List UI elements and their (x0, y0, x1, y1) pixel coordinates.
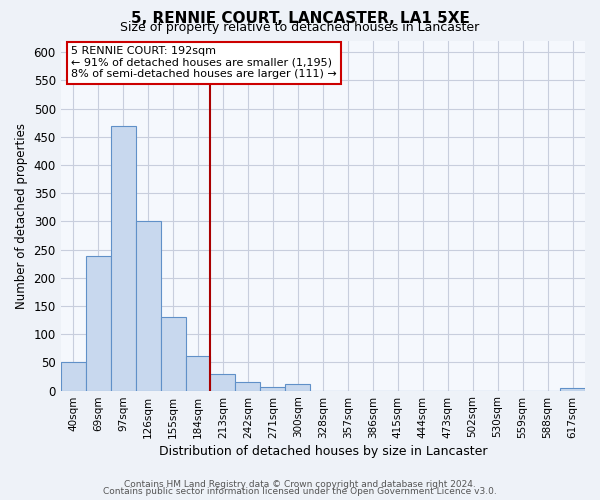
Bar (161, 318, 185, 390)
Bar (61, 362, 86, 390)
X-axis label: Distribution of detached houses by size in Lancaster: Distribution of detached houses by size … (158, 444, 487, 458)
Bar (86, 256, 110, 390)
Bar (211, 374, 235, 390)
Bar (260, 386, 286, 390)
Text: 5, RENNIE COURT, LANCASTER, LA1 5XE: 5, RENNIE COURT, LANCASTER, LA1 5XE (131, 11, 469, 26)
Y-axis label: Number of detached properties: Number of detached properties (15, 123, 28, 309)
Bar (286, 384, 310, 390)
Bar (185, 356, 211, 390)
Bar (136, 222, 161, 390)
Text: Contains HM Land Registry data © Crown copyright and database right 2024.: Contains HM Land Registry data © Crown c… (124, 480, 476, 489)
Bar (110, 126, 136, 390)
Text: Size of property relative to detached houses in Lancaster: Size of property relative to detached ho… (121, 22, 479, 35)
Bar (235, 382, 260, 390)
Text: 5 RENNIE COURT: 192sqm
← 91% of detached houses are smaller (1,195)
8% of semi-d: 5 RENNIE COURT: 192sqm ← 91% of detached… (71, 46, 337, 80)
Text: Contains public sector information licensed under the Open Government Licence v3: Contains public sector information licen… (103, 487, 497, 496)
Bar (560, 388, 585, 390)
